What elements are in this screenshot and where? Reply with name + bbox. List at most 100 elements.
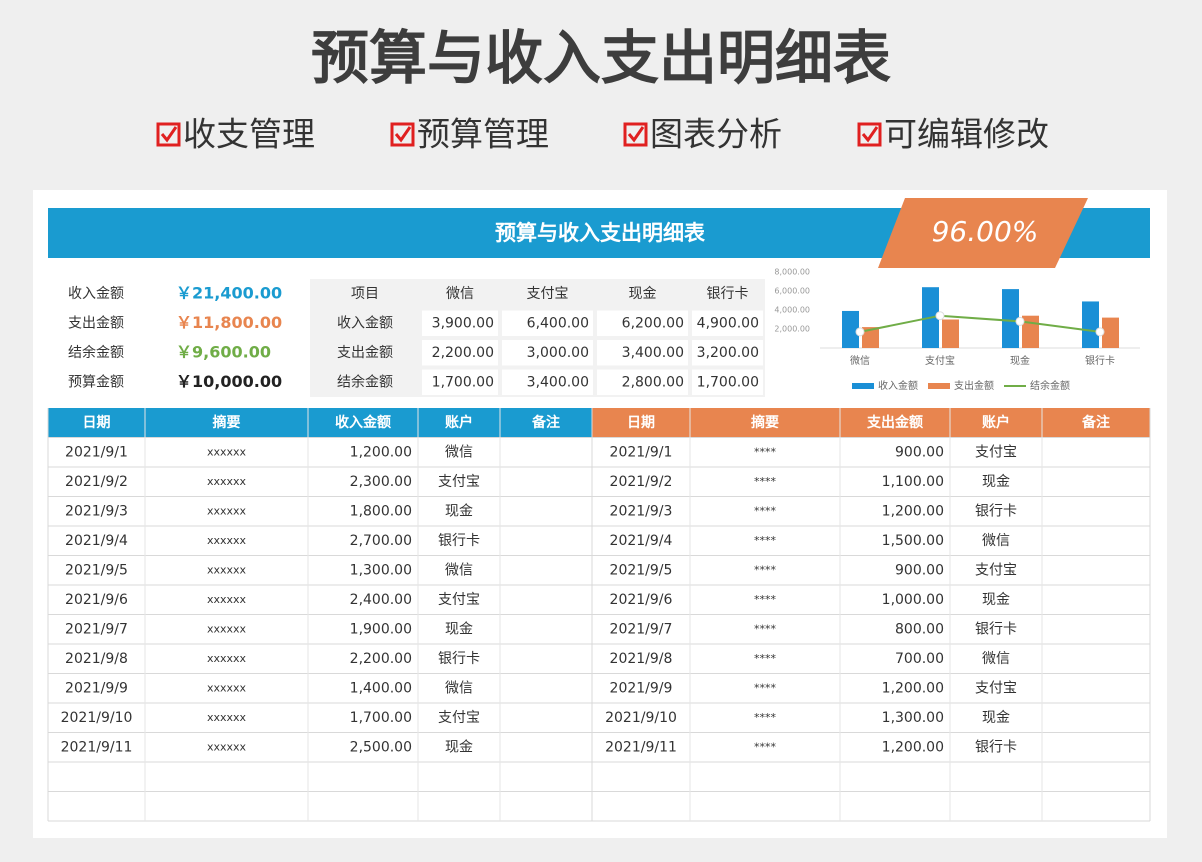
income-cell: xxxxxx (207, 445, 247, 458)
income-cell: 1,300.00 (350, 562, 412, 578)
legend-label: 收入金额 (878, 379, 918, 392)
feature: 收支管理 (183, 115, 315, 154)
expense-cell: 银行卡 (975, 621, 1017, 637)
income-header: 收入金额 (335, 414, 391, 431)
accounts-value: 6,200.00 (622, 315, 684, 331)
accounts-value: 6,400.00 (527, 315, 589, 331)
x-tick-label: 支付宝 (925, 354, 955, 367)
income-cell: 微信 (445, 444, 473, 460)
expense-cell: **** (754, 534, 777, 547)
accounts-header: 项目 (351, 286, 379, 302)
expense-cell: 2021/9/5 (610, 562, 673, 578)
income-cell: 1,700.00 (350, 710, 412, 726)
accounts-cell (502, 369, 593, 395)
expense-cell: **** (754, 475, 777, 488)
income-cell: 1,900.00 (350, 621, 412, 637)
income-cell: xxxxxx (207, 622, 247, 635)
income-cell: 现金 (445, 503, 473, 519)
point (1095, 327, 1105, 337)
accounts-cell (597, 340, 688, 366)
check-icon (390, 122, 415, 147)
expense-cell: 1,200.00 (882, 680, 944, 696)
income-cell: 2021/9/2 (65, 474, 128, 490)
income-cell: 2,700.00 (350, 533, 412, 549)
income-cell: 银行卡 (438, 651, 480, 667)
income-cell: 2021/9/8 (65, 651, 128, 667)
summary-value: ￥10,000.00 (176, 372, 282, 391)
expense-cell: 2021/9/10 (605, 710, 677, 726)
summary-label: 结余金额 (68, 344, 124, 361)
expense-cell: 1,100.00 (882, 474, 944, 490)
expense-cell: 支付宝 (975, 680, 1017, 696)
banner-title: 预算与收入支出明细表 (495, 221, 706, 245)
expense-cell: 2021/9/3 (610, 503, 673, 519)
accounts-value: 1,700.00 (697, 374, 759, 390)
check-icon (156, 122, 181, 147)
accounts-cell (692, 310, 763, 336)
summary-value: ￥11,800.00 (176, 313, 282, 332)
expense-cell: 2021/9/7 (610, 621, 673, 637)
expense-header: 账户 (982, 414, 1010, 431)
income-cell: 1,800.00 (350, 503, 412, 519)
income-cell: 2021/9/6 (65, 592, 128, 608)
income-header: 账户 (445, 414, 473, 431)
accounts-cell (597, 369, 688, 395)
expense-cell: 900.00 (895, 444, 944, 460)
income-cell: 2021/9/10 (61, 710, 133, 726)
line (859, 314, 1101, 333)
check-icons (156, 122, 882, 147)
bar (1002, 289, 1019, 348)
accounts-cell (422, 369, 498, 395)
expense-cell: 微信 (982, 533, 1010, 549)
legend-label: 支出金额 (954, 379, 994, 392)
expense-cell: 900.00 (895, 562, 944, 578)
accounts-value: 3,400.00 (622, 345, 684, 361)
expense-cell: **** (754, 652, 777, 665)
expense-cell: 700.00 (895, 651, 944, 667)
page-title: 预算与收入支出明细表 (311, 24, 891, 92)
expense-cell: **** (754, 593, 777, 606)
income-cell: 1,200.00 (350, 444, 412, 460)
income-cell: xxxxxx (207, 740, 247, 753)
expense-cell: 1,200.00 (882, 739, 944, 755)
expense-cell: 1,300.00 (882, 710, 944, 726)
accounts-cell (502, 310, 593, 336)
accounts-value: 4,900.00 (697, 315, 759, 331)
expense-cell: 微信 (982, 651, 1010, 667)
expense-cell: 1,200.00 (882, 503, 944, 519)
accounts-row-label: 收入金额 (337, 315, 393, 331)
expense-cell: 现金 (982, 592, 1010, 608)
expense-cell: **** (754, 504, 777, 517)
expense-header: 摘要 (751, 414, 779, 431)
accounts-cell (692, 369, 763, 395)
income-cell: xxxxxx (207, 652, 247, 665)
income-cell: 微信 (445, 562, 473, 578)
bar (1022, 315, 1039, 348)
y-tick-label: 8,000.00 (774, 268, 810, 277)
expense-cell: 支付宝 (975, 562, 1017, 578)
point (855, 327, 865, 337)
income-cell: 2,300.00 (350, 474, 412, 490)
accounts-value: 3,900.00 (432, 315, 494, 331)
x-tick-label: 现金 (1010, 354, 1030, 367)
accounts-cell (422, 340, 498, 366)
expense-cell: 2021/9/4 (610, 533, 673, 549)
accounts-value: 3,000.00 (527, 345, 589, 361)
expense-cell: **** (754, 445, 777, 458)
summary-label: 预算金额 (68, 375, 124, 391)
bar (842, 310, 859, 348)
expense-cell: **** (754, 740, 777, 753)
expense-cell: 银行卡 (975, 739, 1017, 755)
expense-cell: 2021/9/6 (610, 592, 673, 608)
income-cell: 微信 (445, 680, 473, 696)
expense-cell: **** (754, 711, 777, 724)
rate: 96.00% (932, 215, 1039, 248)
income-cell: 2,200.00 (350, 651, 412, 667)
income-header: 日期 (83, 415, 111, 431)
expense-cell: 银行卡 (975, 503, 1017, 519)
expense-cell: 800.00 (895, 621, 944, 637)
bar (1082, 301, 1099, 348)
expense-cell: **** (754, 622, 777, 635)
